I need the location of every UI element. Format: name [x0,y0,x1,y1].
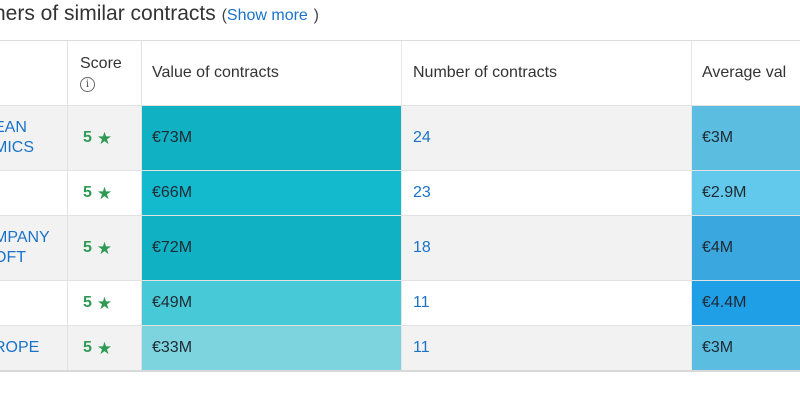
header-number-cell[interactable]: Number of contracts [402,41,692,105]
header-average-cell[interactable]: Average val [702,64,787,81]
value-text: €73M [152,129,193,146]
company-name-cell[interactable] [0,281,68,325]
average-text: €4.4M [702,294,747,311]
header-name-cell [0,41,68,105]
score-cell: 5 ★ [68,281,142,325]
show-more-link[interactable]: Show more [226,7,308,24]
number-text[interactable]: 18 [413,239,431,256]
star-icon: ★ [96,183,113,203]
average-text: €3M [702,129,734,146]
average-text: €3M [702,339,734,356]
score-value: 5 [83,184,92,201]
table-header-row: Score i Value of contracts Number of con… [0,41,800,105]
company-name-line[interactable]: OFT [0,249,26,266]
score-cell: 5 ★ [68,326,142,370]
number-cell[interactable]: 11 [402,281,692,325]
table-row: ROPE 5★ €33M 11 €3M [0,325,800,370]
average-cell: €4.4M [692,281,800,325]
value-text: €72M [152,239,193,256]
value-text: €33M [152,339,193,356]
number-cell[interactable]: 18 [402,216,692,280]
score-cell: 5 ★ [68,106,142,170]
header-score-cell[interactable]: Score i [68,41,142,105]
score-value: 5 [83,294,92,311]
score-cell: 5 ★ [68,216,142,280]
company-name-cell[interactable] [0,171,68,215]
contracts-table: Score i Value of contracts Number of con… [0,40,800,372]
average-cell: €4M [692,216,800,280]
company-name-line[interactable]: ROPE [0,339,40,356]
company-name-line[interactable]: MICS [0,139,34,156]
company-name-cell[interactable]: ROPE [0,326,68,370]
section-title: ners of similar contracts [0,2,216,25]
score-cell: 5 ★ [68,171,142,215]
star-icon: ★ [96,238,113,258]
company-name-cell[interactable]: MPANY OFT [0,216,68,280]
table-row: 5 ★ €49M 11 €4.4M [0,280,800,325]
company-name-cell[interactable]: EAN MICS [0,106,68,170]
number-text[interactable]: 23 [413,184,431,201]
table-row: EAN MICS 5★ €73M 24 €3M [0,105,800,170]
value-cell: €49M [142,281,402,325]
number-text[interactable]: 11 [413,294,430,311]
value-text: €66M [152,184,193,201]
number-cell[interactable]: 11 [402,326,692,370]
table-row: 5 ★ €66M 23 €2.9M [0,170,800,215]
average-text: €2.9M [702,184,747,201]
number-cell[interactable]: 24 [402,106,692,170]
average-text: €4M [702,239,734,256]
number-cell[interactable]: 23 [402,171,692,215]
star-icon: ★ [96,293,113,313]
show-more-paren-open: ( [221,7,227,24]
score-value: 5 [83,339,92,356]
show-more-paren-close: ) [313,7,319,24]
company-name-line[interactable]: EAN [0,119,27,136]
header-value-cell[interactable]: Value of contracts [142,41,402,105]
value-cell: €73M [142,106,402,170]
average-cell: €2.9M [692,171,800,215]
value-cell: €33M [142,326,402,370]
company-name-line[interactable]: MPANY [0,229,50,246]
number-text[interactable]: 11 [413,339,430,356]
star-icon: ★ [96,338,113,358]
value-text: €49M [152,294,193,311]
average-cell: €3M [692,326,800,370]
table-row: MPANY OFT 5 ★ €72M 18 €4M [0,215,800,280]
info-icon[interactable]: i [80,76,95,92]
score-value: 5 [83,129,92,146]
star-icon: ★ [96,128,113,148]
score-value: 5 [83,239,92,256]
average-cell: €3M [692,106,800,170]
value-cell: €66M [142,171,402,215]
number-text[interactable]: 24 [413,129,431,146]
value-cell: €72M [142,216,402,280]
score-header-label: Score [80,54,122,72]
section-heading: ners of similar contracts (Show more ) [0,2,319,26]
